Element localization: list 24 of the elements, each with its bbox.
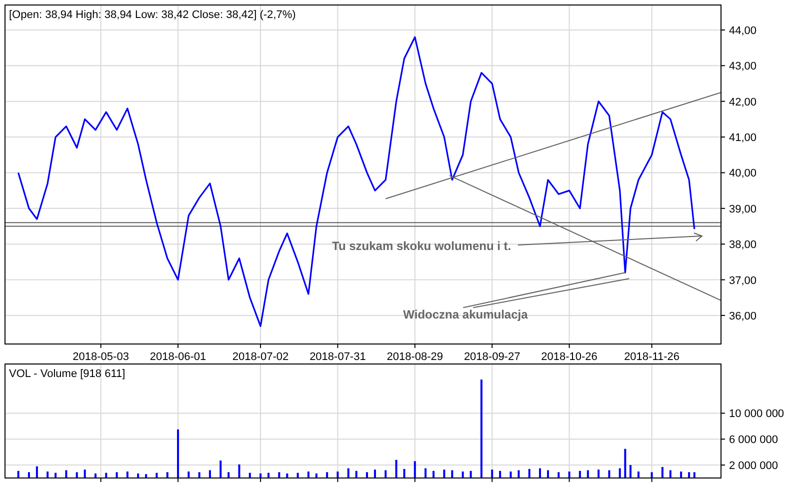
x-tick-label: 2018-06-01 [150,351,206,363]
y-tick-label: 38,00 [729,239,757,252]
y-tick-label: 2 000 000 [729,460,778,472]
x-tick-label: 2018-10-26 [541,351,598,363]
y-tick-label: 36,00 [729,310,757,322]
x-tick-label: 2018-07-31 [310,351,366,363]
y-tick-label: 44,00 [729,24,757,37]
y-tick-label: 10 000 000 [729,408,784,420]
x-tick-label: 2018-07-02 [232,351,289,363]
y-tick-label: 6 000 000 [729,434,778,446]
y-tick-label: 42,00 [729,96,757,108]
x-tick-label: 2018-08-29 [386,351,444,363]
chart-title: VOL - Volume [918 611] [9,368,126,380]
annotation: Tu szukam skoku wolumenu i t. [332,239,512,253]
annotation: Widoczna akumulacja [403,308,528,322]
x-tick-label: 2018-11-26 [624,351,680,363]
x-tick-label: 2018-09-27 [464,351,520,363]
chart-title: [Open: 38,94 High: 38,94 Low: 38,42 Close: 38,42] (-2,7%) [9,9,296,21]
y-tick-label: 43,00 [729,60,757,73]
y-tick-label: 40,00 [729,168,757,180]
y-tick-label: 39,00 [729,203,757,216]
x-tick-label: 2018-05-03 [72,351,129,363]
y-tick-label: 41,00 [729,132,757,144]
y-tick-label: 37,00 [729,274,757,287]
